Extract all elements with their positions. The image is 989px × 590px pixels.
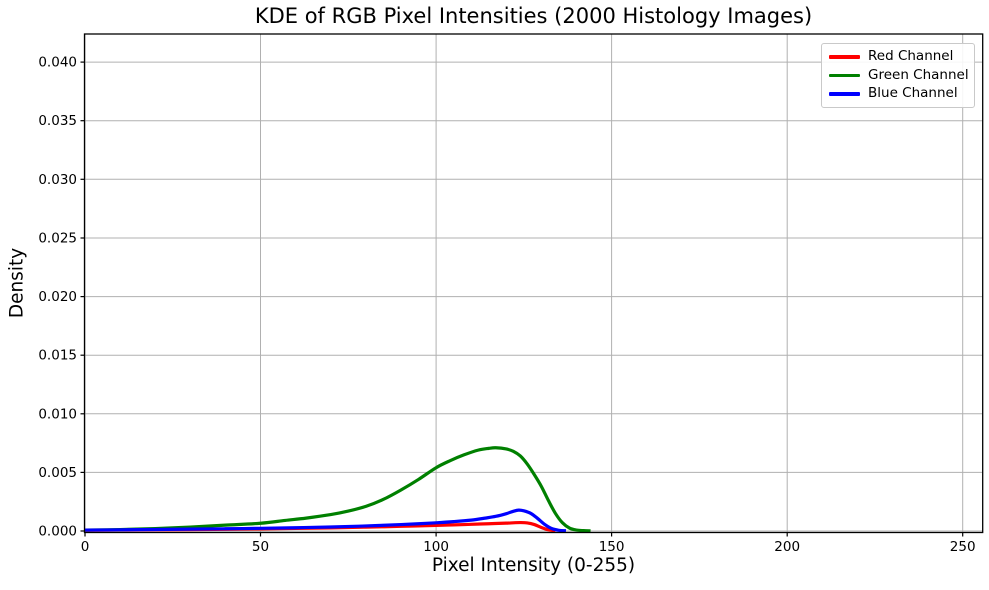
plot-border <box>83 33 984 534</box>
x-tick-label: 100 <box>423 539 449 555</box>
legend-label: Green Channel <box>868 66 969 83</box>
legend-item-red-channel: Red Channel <box>829 50 967 64</box>
y-tick-label: 0.000 <box>38 524 77 540</box>
x-tick-label: 150 <box>599 539 625 555</box>
legend-item-blue-channel: Blue Channel <box>829 87 967 101</box>
y-tick-label: 0.015 <box>38 348 77 364</box>
green-line-swatch <box>829 73 860 78</box>
chart-title: KDE of RGB Pixel Intensities (2000 Histo… <box>254 4 813 28</box>
y-tick-label: 0.040 <box>38 55 77 71</box>
blue-line-swatch <box>829 92 860 96</box>
x-axis-label: Pixel Intensity (0-255) <box>431 555 636 576</box>
y-tick-label: 0.005 <box>38 465 77 481</box>
y-tick-label: 0.020 <box>38 289 77 305</box>
y-tick-label: 0.025 <box>38 231 77 247</box>
y-tick-label: 0.035 <box>38 113 77 129</box>
legend: Red Channel Green Channel Blue Channel <box>821 43 975 108</box>
x-tick-label: 200 <box>774 539 800 555</box>
y-tick-label: 0.030 <box>38 172 77 188</box>
legend-label: Red Channel <box>868 48 954 65</box>
y-axis-label: Density <box>6 247 28 319</box>
red-line-swatch <box>829 55 860 59</box>
legend-label: Blue Channel <box>868 85 958 102</box>
y-tick-label: 0.010 <box>38 406 77 422</box>
green-channel-curve <box>84 446 591 533</box>
legend-item-green-channel: Green Channel <box>829 66 969 83</box>
x-tick-label: 0 <box>81 539 90 555</box>
x-tick-label: 50 <box>252 539 269 555</box>
blue-channel-curve <box>84 508 567 533</box>
x-tick-label: 250 <box>950 539 976 555</box>
